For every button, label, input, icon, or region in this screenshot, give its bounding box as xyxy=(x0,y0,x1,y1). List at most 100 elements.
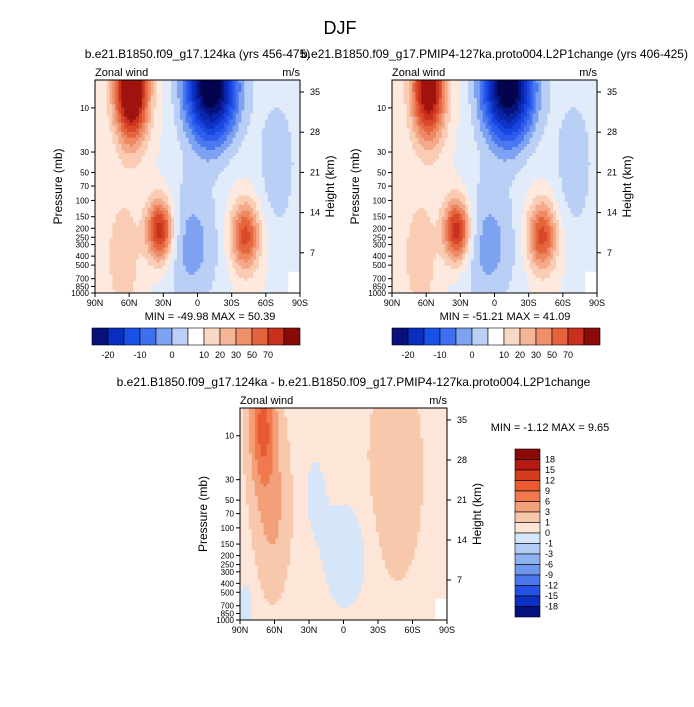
contour-cell xyxy=(136,86,140,90)
contour-cell xyxy=(168,277,172,282)
contour-cell xyxy=(171,238,175,242)
contour-cell xyxy=(253,171,257,175)
contour-cell xyxy=(109,110,114,114)
contour-cell xyxy=(162,213,166,218)
contour-cell xyxy=(212,146,216,151)
contour-cell xyxy=(259,268,263,273)
contour-cell xyxy=(285,195,289,200)
contour-cell xyxy=(194,134,198,139)
contour-cell xyxy=(103,250,108,254)
contour-cell xyxy=(118,131,122,136)
contour-cell xyxy=(165,177,169,181)
contour-cell xyxy=(267,268,272,273)
contour-cell xyxy=(279,198,283,203)
contour-cell xyxy=(244,159,248,163)
contour-cell xyxy=(109,268,114,273)
contour-cell xyxy=(130,268,134,273)
contour-cell xyxy=(212,104,216,108)
contour-cell xyxy=(150,219,155,224)
contour-cell xyxy=(95,244,99,248)
contour-cell xyxy=(97,198,102,203)
contour-cell xyxy=(177,271,181,276)
contour-cell xyxy=(291,80,295,84)
contour-cell xyxy=(241,89,245,93)
contour-cell xyxy=(112,131,116,136)
contour-cell xyxy=(279,183,283,187)
panel-title: b.e21.B1850.f09_g17.PMIP4-127ka.proto004… xyxy=(301,47,688,61)
contour-cell xyxy=(136,283,140,288)
contour-cell xyxy=(247,238,251,242)
contour-cell xyxy=(121,283,125,288)
contour-cell xyxy=(238,165,242,169)
contour-cell xyxy=(177,134,181,139)
contour-cell xyxy=(124,95,128,99)
contour-cell xyxy=(185,146,190,151)
contour-cell xyxy=(100,213,105,218)
contour-cell xyxy=(168,159,172,163)
contour-cell xyxy=(182,86,187,90)
contour-cell xyxy=(133,192,137,197)
contour-cell xyxy=(168,101,172,105)
contour-cell xyxy=(291,174,295,178)
contour-cell xyxy=(276,213,280,218)
contour-cell xyxy=(226,165,231,169)
contour-cell xyxy=(220,104,225,108)
contour-cell xyxy=(218,289,222,294)
contour-cell xyxy=(285,92,289,96)
contour-cell xyxy=(253,101,257,105)
contour-cell xyxy=(171,125,175,130)
contour-cell xyxy=(100,153,105,157)
contour-cell xyxy=(191,219,196,224)
contour-cell xyxy=(197,283,201,288)
contour-cell xyxy=(136,146,140,151)
contour-cell xyxy=(188,168,193,172)
contour-cell xyxy=(253,262,257,267)
contour-cell xyxy=(144,86,149,90)
contour-cell xyxy=(95,229,99,233)
contour-cell xyxy=(156,168,160,172)
x-tick-label: 30S xyxy=(224,298,240,308)
contour-cell xyxy=(259,119,263,124)
contour-cell xyxy=(197,271,201,276)
contour-cell xyxy=(165,207,169,212)
contour-cell xyxy=(264,143,269,148)
contour-cell xyxy=(392,95,396,99)
contour-cell xyxy=(115,247,119,251)
contour-cell xyxy=(229,232,234,236)
contour-cell xyxy=(241,213,245,218)
contour-cell xyxy=(247,104,251,108)
contour-cell xyxy=(171,149,175,154)
contour-cell xyxy=(147,247,152,251)
contour-cell xyxy=(261,107,266,111)
contour-cell xyxy=(256,238,260,242)
contour-cell xyxy=(121,159,125,163)
contour-cell xyxy=(109,153,114,157)
contour-cell xyxy=(100,137,105,142)
contour-cell xyxy=(285,229,289,233)
contour-cell xyxy=(106,95,111,99)
contour-cell xyxy=(288,238,292,242)
contour-cell xyxy=(156,122,160,127)
contour-cell xyxy=(103,238,108,242)
contour-cell xyxy=(276,131,280,136)
contour-cell xyxy=(294,153,298,157)
contour-cell xyxy=(182,171,187,175)
contour-cell xyxy=(138,153,143,157)
contour-cell xyxy=(279,207,283,212)
contour-cell xyxy=(115,244,119,248)
contour-cell xyxy=(220,83,225,87)
contour-cell xyxy=(276,162,280,166)
contour-cell xyxy=(156,143,160,148)
contour-cell xyxy=(226,235,231,239)
contour-cell xyxy=(238,207,242,212)
contour-cell xyxy=(226,274,231,279)
contour-cell xyxy=(291,101,295,105)
contour-cell xyxy=(209,207,213,212)
contour-cell xyxy=(121,265,125,270)
contour-cell xyxy=(177,259,181,264)
contour-cell xyxy=(124,235,128,239)
contour-cell xyxy=(285,289,289,294)
contour-cell xyxy=(203,89,207,93)
contour-cell xyxy=(171,204,175,209)
contour-cell xyxy=(259,128,263,133)
